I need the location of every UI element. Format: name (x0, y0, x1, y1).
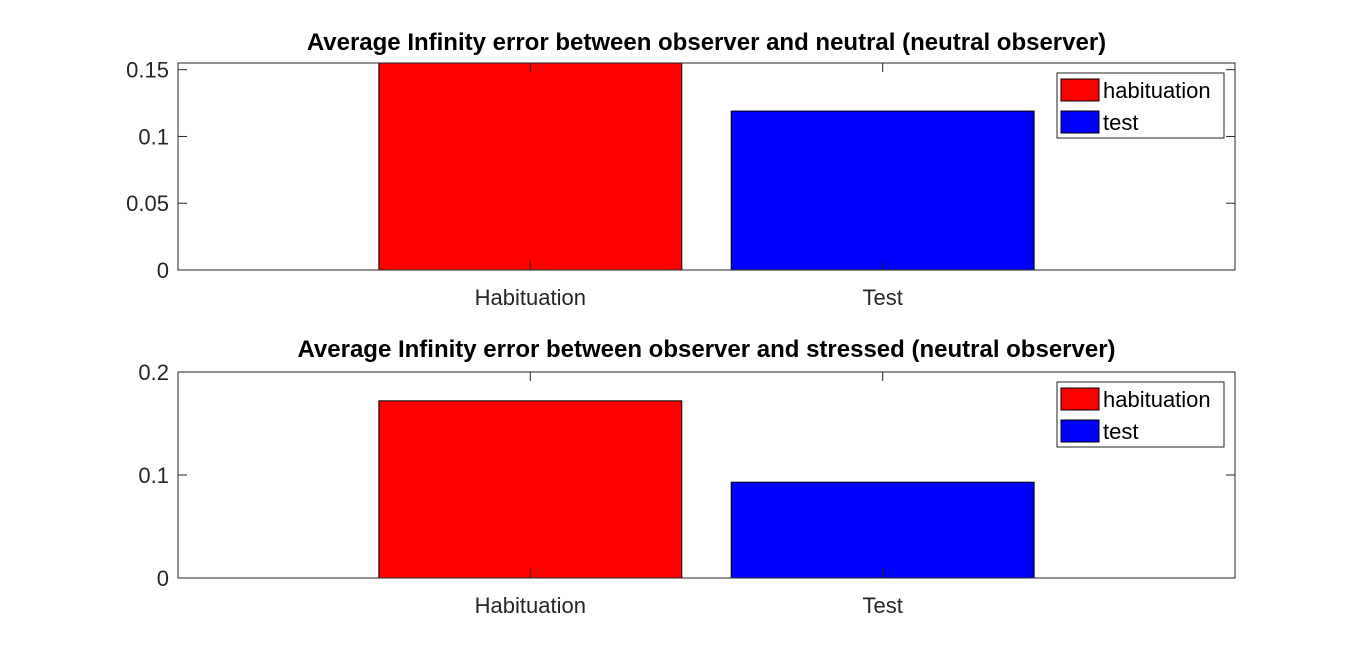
chart-title: Average Infinity error between observer … (297, 336, 1115, 363)
x-tick-label: Test (862, 285, 902, 310)
legend-label-test: test (1103, 110, 1138, 135)
legend-label-test: test (1103, 419, 1138, 444)
y-tick-label: 0.1 (138, 124, 169, 149)
legend-label-habituation: habituation (1103, 387, 1211, 412)
legend: habituation test (1056, 72, 1225, 139)
axes-frame (177, 62, 1236, 271)
legend: habituation test (1056, 381, 1225, 448)
subplot-stressed: Average Infinity error between observer … (138, 336, 1236, 618)
x-tick-label: Test (862, 593, 902, 618)
axes-frame (177, 371, 1236, 579)
bar-test (730, 110, 1035, 271)
legend-swatch-habituation (1060, 387, 1100, 411)
x-tick-label: Habituation (475, 285, 586, 310)
legend-swatch-test (1060, 419, 1100, 443)
y-tick-label: 0.2 (138, 360, 169, 385)
y-tick-label: 0.15 (126, 58, 169, 83)
legend-label-habituation: habituation (1103, 78, 1211, 103)
y-tick-label: 0 (157, 258, 169, 283)
y-tick-label: 0.05 (126, 191, 169, 216)
bar-test (730, 481, 1035, 579)
subplot-neutral: Average Infinity error between observer … (126, 29, 1236, 310)
legend-swatch-test (1060, 110, 1100, 134)
bar-habituation (378, 400, 683, 579)
y-tick-label: 0 (157, 566, 169, 591)
x-tick-label: Habituation (475, 593, 586, 618)
bar-habituation (378, 62, 683, 271)
y-tick-label: 0.1 (138, 463, 169, 488)
chart-title: Average Infinity error between observer … (307, 29, 1106, 56)
legend-swatch-habituation (1060, 78, 1100, 102)
